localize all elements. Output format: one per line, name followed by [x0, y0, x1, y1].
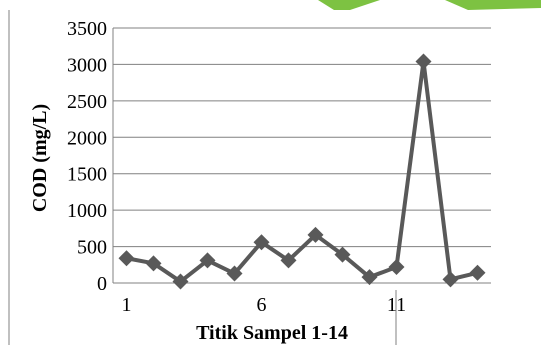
data-point-marker [334, 246, 351, 263]
data-point-marker [118, 250, 135, 267]
decor-green-stripe-left [318, 0, 380, 10]
data-point-marker [469, 264, 486, 281]
data-point-marker [307, 226, 324, 243]
x-tick-label: 11 [387, 294, 406, 316]
y-tick-label: 1000 [67, 200, 107, 222]
x-tick-labels: 1 6 11 [122, 294, 407, 316]
data-point-marker [172, 273, 189, 290]
data-point-marker [145, 255, 162, 272]
x-tick-label: 1 [122, 294, 132, 316]
data-point-marker [226, 265, 243, 282]
data-point-marker [415, 53, 432, 70]
x-tick-label: 6 [257, 294, 267, 316]
data-point-marker [280, 252, 297, 269]
data-point-marker [253, 234, 270, 251]
data-point-marker [199, 252, 216, 269]
y-tick-label: 2500 [67, 91, 107, 113]
x-axis-title: Titik Sampel 1-14 [196, 322, 348, 344]
data-point-marker [442, 271, 459, 288]
data-point-marker [388, 258, 405, 275]
y-tick-labels: 0 500 1000 1500 2000 2500 3000 3500 [67, 18, 107, 295]
y-tick-label: 500 [77, 237, 107, 259]
data-point-marker [361, 269, 378, 286]
y-tick-label: 0 [97, 273, 107, 295]
series-cod [118, 53, 486, 290]
y-tick-label: 3000 [67, 54, 107, 76]
gridlines [113, 27, 491, 248]
y-tick-label: 2000 [67, 127, 107, 149]
y-axis-title: COD (mg/L) [29, 104, 51, 212]
decor-green-stripe-right [445, 0, 541, 10]
y-tick-label: 3500 [67, 18, 107, 40]
y-tick-label: 1500 [67, 164, 107, 186]
series-line [126, 59, 478, 284]
